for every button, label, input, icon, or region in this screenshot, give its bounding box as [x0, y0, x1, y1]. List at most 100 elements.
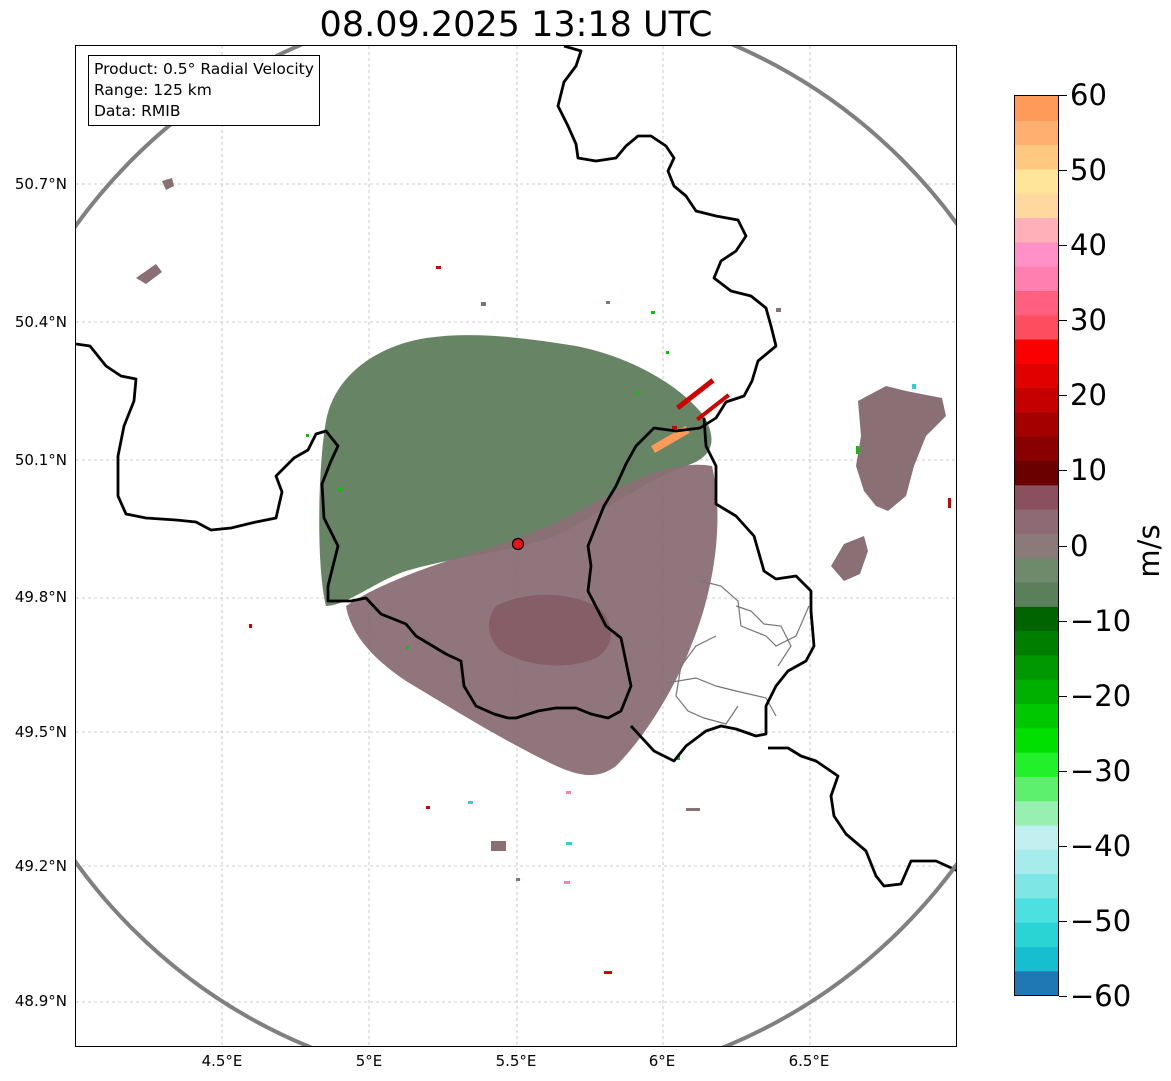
- echo-scatter-grey: [481, 301, 781, 881]
- colorbar-segment: [1015, 314, 1058, 340]
- colorbar-tick-label: −40: [1070, 829, 1132, 863]
- echo-scatter-cyan: [468, 384, 916, 845]
- map-title: 08.09.2025 13:18 UTC: [319, 5, 713, 45]
- colorbar-tick-mark: [1059, 170, 1067, 171]
- lat-label-50-7: 50.7°N: [14, 175, 67, 193]
- colorbar-tick-mark: [1059, 621, 1067, 622]
- colorbar-segment: [1015, 436, 1058, 462]
- colorbar-segment: [1015, 581, 1058, 607]
- info-data-source: Data: RMIB: [94, 102, 181, 120]
- colorbar-tick-mark: [1059, 395, 1067, 396]
- colorbar-unit-label: m/s: [1132, 524, 1166, 577]
- colorbar-segment: [1015, 217, 1058, 243]
- echo-north-cell: [162, 178, 174, 190]
- colorbar-tick-label: 0: [1070, 529, 1089, 563]
- colorbar-tick-mark: [1059, 470, 1067, 471]
- info-product: Product: 0.5° Radial Velocity: [94, 60, 314, 78]
- colorbar-segment: [1015, 824, 1058, 850]
- echo-scatter-red: [249, 266, 951, 974]
- lat-label-49-2: 49.2°N: [14, 857, 67, 875]
- colorbar-tick-label: 40: [1070, 228, 1107, 262]
- colorbar-segment: [1015, 557, 1058, 583]
- lat-label-50-1: 50.1°N: [14, 451, 67, 469]
- colorbar-segment: [1015, 752, 1058, 777]
- colorbar-segment: [1015, 509, 1058, 534]
- colorbar-segment: [1015, 168, 1058, 194]
- colorbar-segment: [1015, 922, 1058, 948]
- colorbar-segment: [1015, 338, 1058, 364]
- lon-label-5-5: 5.5°E: [495, 1052, 537, 1070]
- border-belgium-luxembourg-germany: [508, 46, 778, 720]
- colorbar-unit-text: m/s: [1132, 524, 1166, 578]
- colorbar-tick-mark: [1059, 95, 1067, 96]
- colorbar-segment: [1015, 630, 1058, 656]
- colorbar-tick-mark: [1059, 546, 1067, 547]
- colorbar-segment: [1015, 411, 1058, 437]
- colorbar-tick-label: −30: [1070, 754, 1132, 788]
- colorbar-tick-mark: [1059, 846, 1067, 847]
- echo-receding-core: [489, 594, 611, 666]
- colorbar-segment: [1015, 533, 1058, 559]
- colorbar-tick-label: 30: [1070, 303, 1107, 337]
- colorbar-segment: [1015, 484, 1058, 510]
- colorbar-tick-label: −20: [1070, 679, 1132, 713]
- colorbar-segment: [1015, 800, 1058, 826]
- echo-southeast-cell: [831, 536, 868, 581]
- lat-label-48-9: 48.9°N: [14, 992, 67, 1010]
- lat-label-50-4: 50.4°N: [14, 313, 67, 331]
- echo-east-cell: [856, 386, 946, 511]
- radar-site-marker[interactable]: [511, 537, 525, 551]
- colorbar-segment: [1015, 193, 1058, 219]
- colorbar-tick-mark: [1059, 771, 1067, 772]
- colorbar-tick-label: −50: [1070, 904, 1132, 938]
- lon-label-6-5: 6.5°E: [788, 1052, 830, 1070]
- border-belgium-france-west: [76, 342, 509, 720]
- lon-label-4-5: 4.5°E: [201, 1052, 243, 1070]
- lat-label-49-5: 49.5°N: [14, 723, 67, 741]
- colorbar-tick-mark: [1059, 245, 1067, 246]
- lon-label-5: 5°E: [355, 1052, 383, 1070]
- colorbar-segment: [1015, 96, 1058, 121]
- colorbar-segment: [1015, 873, 1058, 899]
- echo-approaching-region: [319, 335, 712, 606]
- colorbar-tick-label: −60: [1070, 979, 1132, 1013]
- colorbar-segment: [1015, 606, 1058, 632]
- colorbar-segment: [1015, 946, 1058, 972]
- border-luxembourg-germany: [629, 417, 816, 763]
- colorbar-segment: [1015, 363, 1058, 389]
- colorbar-segment: [1015, 144, 1058, 170]
- colorbar-tick-label: 60: [1070, 78, 1107, 112]
- colorbar-segment: [1015, 776, 1058, 802]
- colorbar-tick-mark: [1059, 921, 1067, 922]
- colorbar-tick-mark: [1059, 996, 1067, 997]
- colorbar-segment: [1015, 290, 1058, 316]
- colorbar-segment: [1015, 460, 1058, 486]
- colorbar-segment: [1015, 679, 1058, 705]
- colorbar: [1014, 95, 1059, 996]
- colorbar-segment: [1015, 849, 1058, 875]
- colorbar-gradient: [1015, 96, 1058, 995]
- info-range: Range: 125 km: [94, 81, 212, 99]
- colorbar-tick-label: 20: [1070, 378, 1107, 412]
- colorbar-segment: [1015, 120, 1058, 146]
- radar-map[interactable]: [75, 45, 957, 1047]
- info-box: Product: 0.5° Radial Velocity Range: 125…: [88, 55, 320, 126]
- colorbar-segment: [1015, 727, 1058, 753]
- colorbar-tick-label: 10: [1070, 453, 1107, 487]
- colorbar-tick-label: 50: [1070, 153, 1107, 187]
- border-germany-france-east: [768, 746, 956, 888]
- echo-outbound-strip-red: [676, 378, 730, 422]
- echo-scatter-pink: [564, 791, 571, 884]
- colorbar-tick-mark: [1059, 696, 1067, 697]
- echo-northwest-cell: [136, 264, 162, 284]
- colorbar-segment: [1015, 970, 1058, 995]
- lon-label-6: 6°E: [648, 1052, 676, 1070]
- lat-label-49-8: 49.8°N: [14, 588, 67, 606]
- colorbar-segment: [1015, 703, 1058, 729]
- radar-echoes: [136, 178, 951, 974]
- colorbar-segment: [1015, 387, 1058, 413]
- colorbar-segment: [1015, 266, 1058, 291]
- colorbar-segment: [1015, 241, 1058, 267]
- colorbar-tick-mark: [1059, 320, 1067, 321]
- colorbar-segment: [1015, 654, 1058, 680]
